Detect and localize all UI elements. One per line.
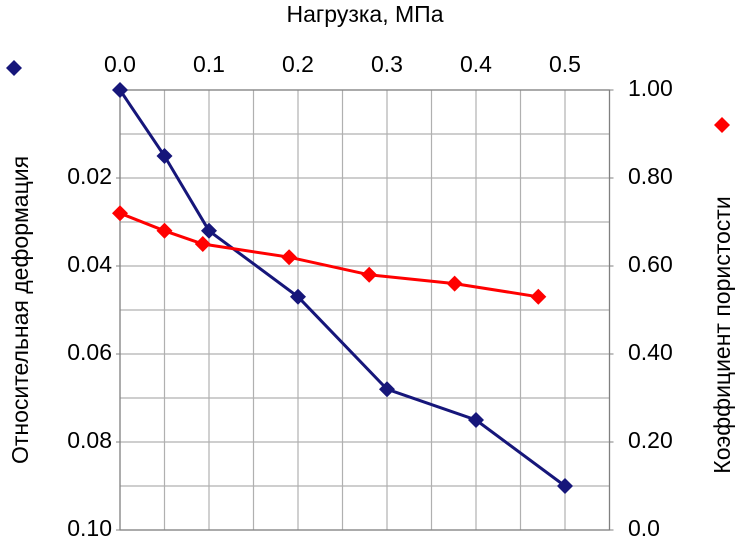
y-tick-label: 0.06: [67, 339, 112, 365]
point: [281, 249, 298, 266]
x-tick-label: 0.4: [460, 51, 492, 77]
x-axis-title: Нагрузка, МПа: [287, 1, 444, 27]
point: [156, 222, 173, 239]
x-tick-label: 0.1: [193, 51, 225, 77]
x-tick-label: 0.5: [549, 51, 581, 77]
x-tick-label: 0.3: [371, 51, 403, 77]
legend-marker: [6, 60, 22, 76]
point: [530, 288, 547, 305]
plot-border: [119, 89, 611, 531]
legend-marker: [714, 117, 730, 133]
point: [201, 222, 217, 239]
point: [446, 275, 463, 292]
y2-axis-title: Коэффициент пористости: [709, 196, 735, 473]
y-tick-label: 0.10: [67, 515, 112, 541]
point: [194, 236, 211, 252]
point: [468, 412, 484, 428]
point: [112, 205, 128, 222]
point: [290, 288, 306, 305]
point: [557, 478, 573, 494]
y2-tick-label: 0.0: [628, 515, 660, 541]
y-tick-label: 0.08: [67, 427, 112, 453]
y2-tick-label: 0.60: [628, 251, 673, 277]
point: [156, 148, 173, 164]
point: [112, 82, 128, 98]
y2-tick-label: 1.00: [628, 75, 673, 101]
y-tick-label: 0.04: [67, 251, 112, 277]
x-tick-label: 0.2: [282, 51, 314, 77]
x-tick-label: 0.0: [104, 51, 136, 77]
point: [361, 266, 378, 283]
y-axis-title: Относительная деформация: [7, 156, 33, 464]
y2-tick-label: 0.40: [628, 339, 673, 365]
y2-tick-label: 0.80: [628, 163, 673, 189]
y-tick-label: 0.02: [67, 163, 112, 189]
y2-tick-label: 0.20: [628, 427, 673, 453]
point: [379, 381, 395, 398]
